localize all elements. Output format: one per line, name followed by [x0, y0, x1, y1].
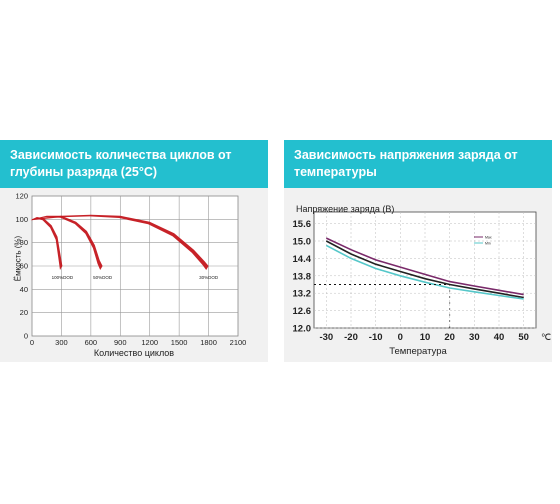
y-tick-label: 15.0	[293, 237, 312, 248]
x-tick-label: 20	[444, 332, 455, 343]
voltage-chart-svg: -30 -20 -10 0 10 20 30 40 50 ℃ 12.0 12.6 13.2 13.8 14.…	[293, 211, 551, 343]
x-tick-label: 600	[85, 338, 98, 347]
y-tick-label: 20	[20, 308, 28, 317]
x-tick-label: 1200	[141, 338, 158, 347]
series-label: 30%DOD	[199, 275, 219, 280]
legend-label: Max	[485, 236, 492, 240]
cycles-chart-plot: 0 300 600 900 1200 1500 1800 2100 0 20 40 60 80 100 12…	[0, 188, 268, 362]
x-tick-label: 900	[114, 338, 127, 347]
x-tick-label: -10	[369, 332, 383, 343]
x-tick-label: 300	[55, 338, 68, 347]
y-tick-label: 100	[15, 215, 28, 224]
series-line	[325, 244, 524, 300]
x-tick-label: 1500	[171, 338, 188, 347]
cycles-chart-panel: Зависимость количества циклов от глубины…	[0, 140, 268, 362]
cycles-chart-header: Зависимость количества циклов от глубины…	[0, 140, 268, 188]
y-tick-label: 0	[24, 332, 28, 341]
cycles-chart-header-line1: Зависимость количества циклов от	[10, 148, 232, 162]
cycles-chart-ylabel: Ёмкость (%)	[13, 235, 23, 282]
voltage-chart-header-line1: Зависимость напряжения заряда от	[294, 148, 518, 162]
x-tick-label: 1800	[200, 338, 217, 347]
voltage-chart-plot: -30 -20 -10 0 10 20 30 40 50 ℃ 12.0 12.6 13.2 13.8 14.…	[284, 188, 552, 362]
x-tick-label: 2100	[230, 338, 247, 347]
y-tick-label: 120	[15, 192, 28, 201]
x-tick-label: 40	[494, 332, 505, 343]
y-tick-label: 60	[20, 262, 28, 271]
x-tick-label: 30	[469, 332, 480, 343]
x-tick-label: 50	[518, 332, 529, 343]
y-tick-label: 12.6	[293, 306, 312, 317]
y-tick-label: 12.0	[293, 324, 312, 335]
series-band	[31, 217, 63, 270]
voltage-chart-panel: Зависимость напряжения заряда от темпера…	[284, 140, 552, 362]
x-tick-label: 0	[30, 338, 34, 347]
series-label: 100%DOD	[52, 275, 74, 280]
y-tick-label: 80	[20, 238, 28, 247]
y-tick-label: 40	[20, 285, 28, 294]
x-tick-label: -30	[319, 332, 333, 343]
x-tick-label: 10	[420, 332, 431, 343]
voltage-chart-xlabel: Температура	[389, 346, 447, 357]
series-line	[325, 237, 524, 296]
x-tick-label: 0	[398, 332, 403, 343]
series-band	[31, 215, 103, 270]
x-unit-label: ℃	[541, 332, 551, 342]
voltage-chart-title: Напряжение заряда (В)	[296, 204, 395, 214]
legend-label: Min	[485, 242, 491, 246]
y-tick-label: 14.4	[293, 254, 312, 265]
voltage-chart-header: Зависимость напряжения заряда от темпера…	[284, 140, 552, 188]
cycles-chart-header-line2: глубины разряда (25°С)	[10, 165, 158, 179]
voltage-chart-header-line2: температуры	[294, 165, 377, 179]
cycles-chart-xlabel: Количество циклов	[93, 348, 175, 358]
y-tick-label: 13.2	[293, 289, 312, 300]
y-tick-label: 13.8	[293, 271, 312, 282]
cycles-chart-svg: 0 300 600 900 1200 1500 1800 2100 0 20 40 60 80 100 12…	[15, 192, 247, 348]
series-line	[325, 240, 524, 299]
y-tick-label: 15.6	[293, 219, 312, 230]
series-label: 50%DOD	[93, 275, 113, 280]
x-tick-label: -20	[344, 332, 358, 343]
